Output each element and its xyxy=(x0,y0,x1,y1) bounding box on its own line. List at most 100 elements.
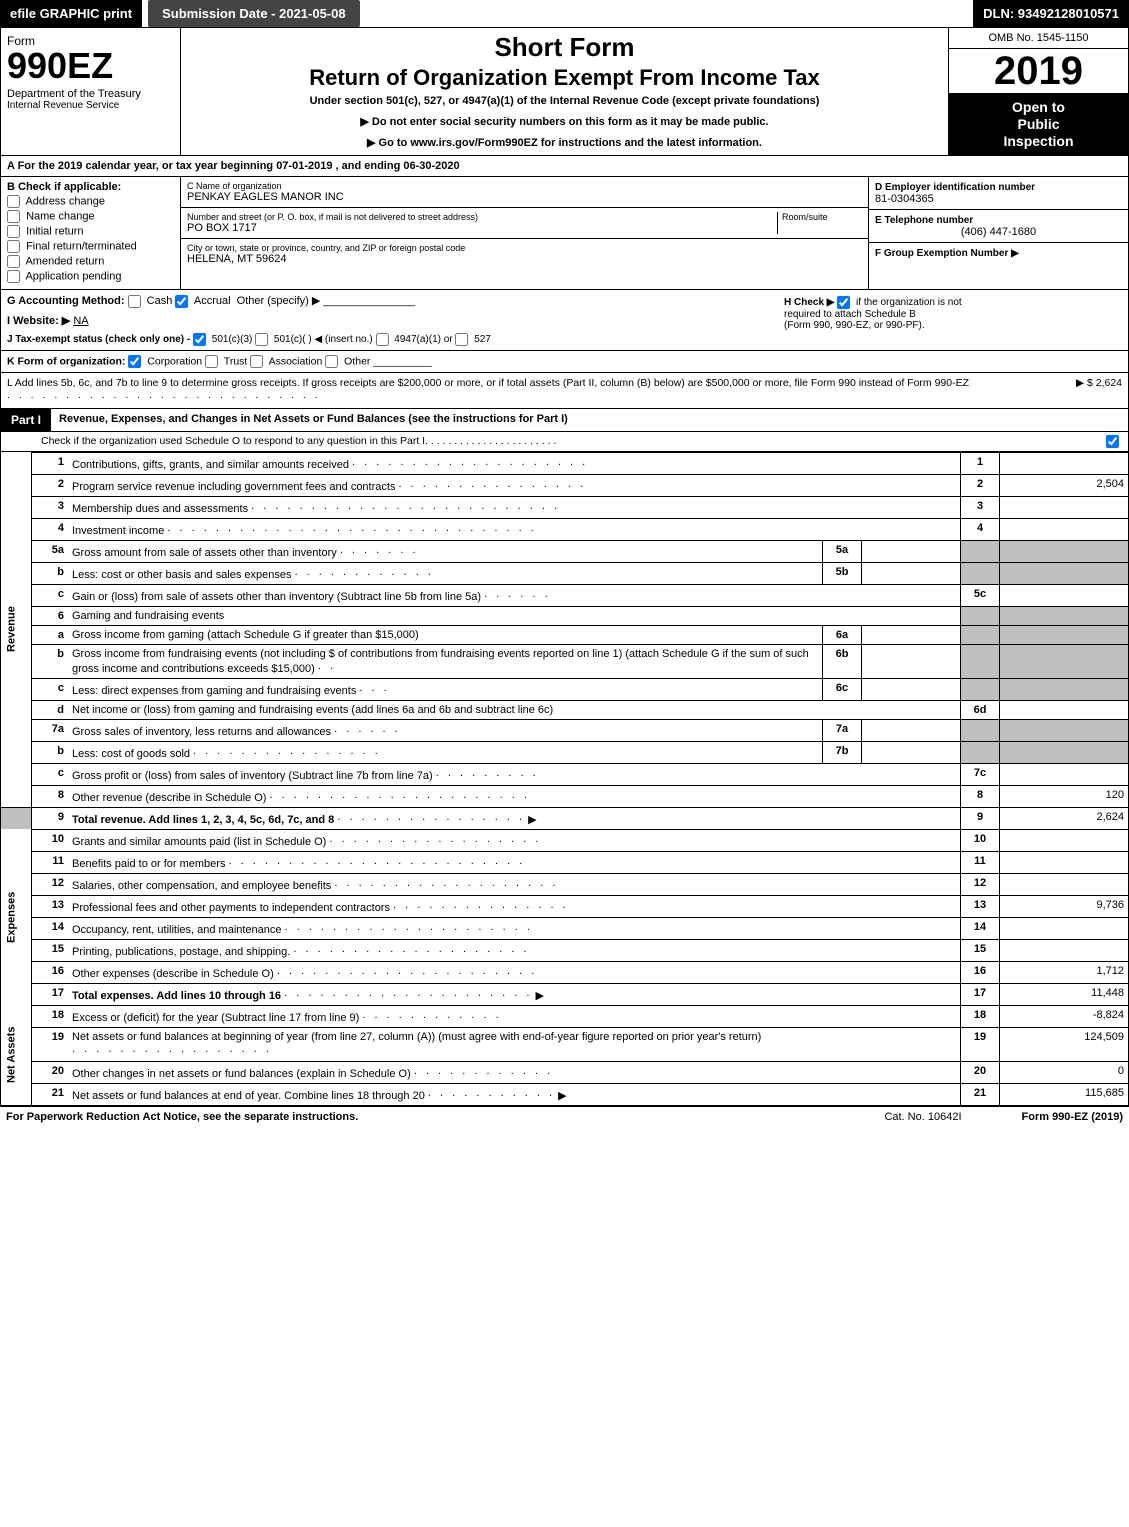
chk-initial-return[interactable]: Initial return xyxy=(7,225,174,238)
line-11-val xyxy=(1000,851,1129,873)
line-4-col: 4 xyxy=(961,518,1000,540)
shade-cell xyxy=(961,606,1000,625)
shade-cell xyxy=(1000,741,1129,763)
line-1-desc: Contributions, gifts, grants, and simila… xyxy=(72,459,349,471)
chk-other-org[interactable] xyxy=(325,355,338,368)
shade-cell xyxy=(961,562,1000,584)
shade-cell xyxy=(1000,644,1129,678)
chk-address-change[interactable]: Address change xyxy=(7,195,174,208)
line-4-desc: Investment income xyxy=(72,525,164,537)
entity-info: B Check if applicable: Address change Na… xyxy=(0,177,1129,290)
line-15-desc: Printing, publications, postage, and shi… xyxy=(72,946,290,958)
line-5b-sub: 5b xyxy=(823,562,862,584)
line-21-col: 21 xyxy=(961,1083,1000,1105)
short-form-title: Short Form xyxy=(189,32,940,63)
line-3-desc: Membership dues and assessments xyxy=(72,503,248,515)
chk-501c3[interactable] xyxy=(193,333,206,346)
chk-final-return-label: Final return/terminated xyxy=(26,241,137,253)
line-9-num: 9 xyxy=(32,807,69,829)
line-5c-num: c xyxy=(32,584,69,606)
g-cash-label: Cash xyxy=(147,295,173,307)
chk-application-pending[interactable]: Application pending xyxy=(7,270,174,283)
chk-amended-return-label: Amended return xyxy=(25,256,104,268)
line-6b-num: b xyxy=(32,644,69,678)
room-label: Room/suite xyxy=(782,212,862,222)
chk-trust[interactable] xyxy=(205,355,218,368)
line-1-num: 1 xyxy=(32,452,69,474)
chk-association[interactable] xyxy=(250,355,263,368)
chk-527[interactable] xyxy=(455,333,468,346)
chk-4947[interactable] xyxy=(376,333,389,346)
line-6d-val xyxy=(1000,700,1129,719)
street-label: Number and street (or P. O. box, if mail… xyxy=(187,212,777,222)
chk-name-change-label: Name change xyxy=(26,211,95,223)
chk-501c[interactable] xyxy=(255,333,268,346)
line-2-col: 2 xyxy=(961,474,1000,496)
efile-label[interactable]: efile GRAPHIC print xyxy=(0,0,142,27)
line-12-desc: Salaries, other compensation, and employ… xyxy=(72,880,331,892)
line-21-num: 21 xyxy=(32,1083,69,1105)
line-4-val xyxy=(1000,518,1129,540)
section-h: H Check ▶ if the organization is not req… xyxy=(782,294,1122,346)
line-5b-desc: Less: cost or other basis and sales expe… xyxy=(72,569,292,581)
chk-amended-return[interactable]: Amended return xyxy=(7,255,174,268)
org-street: PO BOX 1717 xyxy=(187,222,257,234)
schedule-o-text: Check if the organization used Schedule … xyxy=(41,435,425,448)
chk-corporation[interactable] xyxy=(128,355,141,368)
section-d-e-f: D Employer identification number 81-0304… xyxy=(868,177,1128,289)
line-6a-sub: 6a xyxy=(823,625,862,644)
line-8-desc: Other revenue (describe in Schedule O) xyxy=(72,792,266,804)
inspection-line2: Public xyxy=(953,116,1124,133)
line-1-col: 1 xyxy=(961,452,1000,474)
line-7a-num: 7a xyxy=(32,719,69,741)
chk-schedule-o[interactable] xyxy=(1106,435,1119,448)
line-5a-num: 5a xyxy=(32,540,69,562)
tax-period: A For the 2019 calendar year, or tax yea… xyxy=(0,156,1129,177)
chk-final-return[interactable]: Final return/terminated xyxy=(7,240,174,253)
line-10-desc: Grants and similar amounts paid (list in… xyxy=(72,836,326,848)
dln-label: DLN: 93492128010571 xyxy=(973,0,1129,27)
chk-schedule-b-not-required[interactable] xyxy=(837,296,850,309)
revenue-side-label: Revenue xyxy=(1,452,32,807)
line-9-val: 2,624 xyxy=(1000,807,1129,829)
chk-cash[interactable] xyxy=(128,295,141,308)
line-8-val: 120 xyxy=(1000,785,1129,807)
line-12-val xyxy=(1000,873,1129,895)
chk-initial-return-label: Initial return xyxy=(26,226,83,238)
footer-right: Form 990-EZ (2019) xyxy=(1022,1111,1123,1123)
line-13-val: 9,736 xyxy=(1000,895,1129,917)
org-city: HELENA, MT 59624 xyxy=(187,253,286,265)
line-14-num: 14 xyxy=(32,917,69,939)
line-19-num: 19 xyxy=(32,1027,69,1061)
schedule-o-check: Check if the organization used Schedule … xyxy=(0,432,1129,452)
inspection-block: Open to Public Inspection xyxy=(949,93,1128,155)
j-4947-label: 4947(a)(1) or xyxy=(394,334,452,345)
line-7c-col: 7c xyxy=(961,763,1000,785)
footer-mid: Cat. No. 10642I xyxy=(884,1111,961,1123)
net-assets-side-label: Net Assets xyxy=(1,1005,32,1105)
ein-value: 81-0304365 xyxy=(875,193,934,205)
chk-accrual[interactable] xyxy=(175,295,188,308)
j-527-label: 527 xyxy=(474,334,491,345)
line-18-col: 18 xyxy=(961,1005,1000,1027)
shade-cell xyxy=(1000,562,1129,584)
line-6b-subval xyxy=(862,644,961,678)
line-7b-desc: Less: cost of goods sold xyxy=(72,748,190,760)
chk-name-change[interactable]: Name change xyxy=(7,210,174,223)
department-label: Department of the Treasury xyxy=(7,84,174,100)
line-10-val xyxy=(1000,829,1129,851)
j-label: J Tax-exempt status (check only one) - xyxy=(7,334,190,345)
c-label: C Name of organization xyxy=(187,181,862,191)
line-7b-sub: 7b xyxy=(823,741,862,763)
line-20-col: 20 xyxy=(961,1061,1000,1083)
part1-title: Revenue, Expenses, and Changes in Net As… xyxy=(51,409,1128,431)
g-accrual-label: Accrual xyxy=(194,295,231,307)
spacer-cell xyxy=(1,807,32,829)
line-7b-num: b xyxy=(32,741,69,763)
line-13-num: 13 xyxy=(32,895,69,917)
line-7b-subval xyxy=(862,741,961,763)
city-label: City or town, state or province, country… xyxy=(187,243,862,253)
l-text: L Add lines 5b, 6c, and 7b to line 9 to … xyxy=(7,377,969,389)
line-5b-subval xyxy=(862,562,961,584)
line-6c-num: c xyxy=(32,678,69,700)
